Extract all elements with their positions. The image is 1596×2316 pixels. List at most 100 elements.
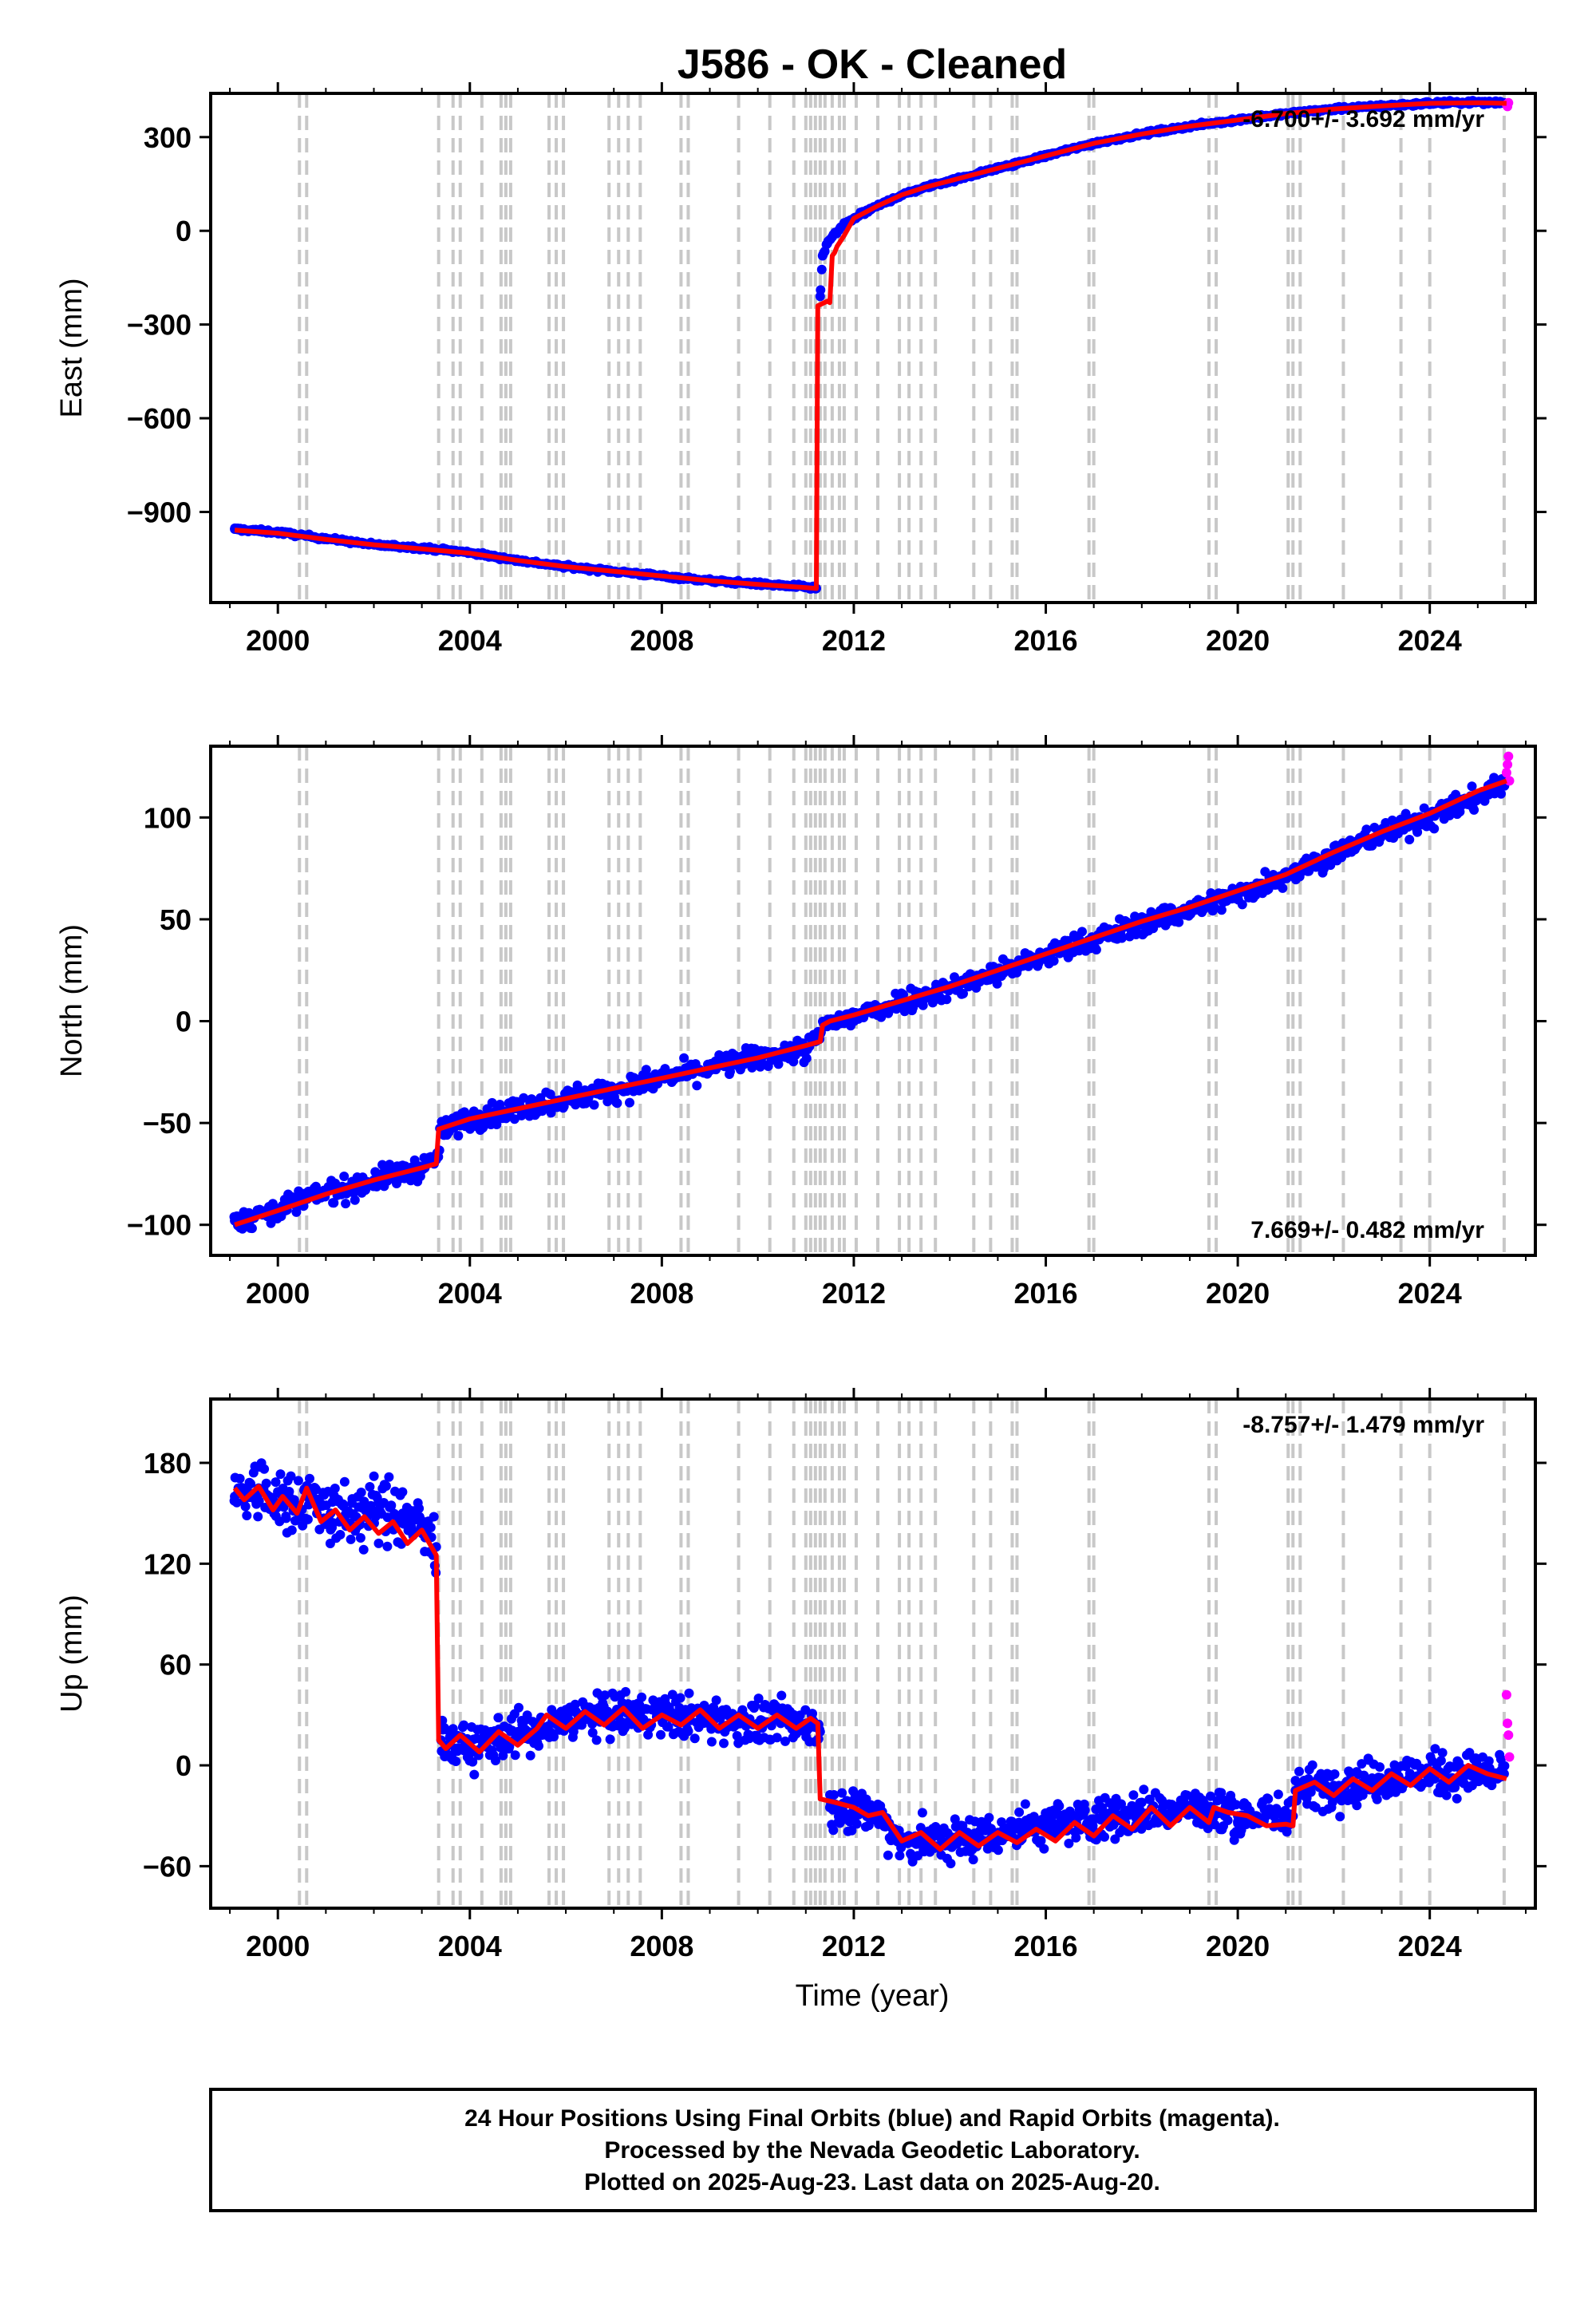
rapid-orbit-point xyxy=(1503,1730,1514,1741)
data-point xyxy=(1412,827,1423,837)
plot-area xyxy=(211,93,1535,603)
data-point xyxy=(589,1100,599,1110)
y-tick-label: −300 xyxy=(127,309,192,342)
y-tick-label: −900 xyxy=(127,496,192,528)
data-point xyxy=(1174,917,1184,927)
data-point xyxy=(1352,1800,1362,1811)
data-point xyxy=(625,1097,634,1108)
data-point xyxy=(780,1736,790,1746)
data-point xyxy=(350,1512,360,1522)
data-point xyxy=(1041,1819,1051,1829)
data-point xyxy=(570,1699,580,1709)
y-tick-label: 100 xyxy=(144,801,192,834)
rate-annotation: -8.757+/- 1.479 mm/yr xyxy=(1242,1412,1484,1438)
data-point xyxy=(468,1757,478,1767)
data-point xyxy=(510,1750,520,1761)
data-point xyxy=(498,1750,508,1761)
data-point xyxy=(1329,1769,1340,1779)
data-point xyxy=(298,1520,308,1531)
x-tick-label: 2000 xyxy=(246,1930,310,1962)
rapid-orbit-point xyxy=(1501,768,1511,778)
data-point xyxy=(950,1814,960,1824)
data-point xyxy=(1139,1784,1149,1795)
data-point xyxy=(453,1131,464,1141)
data-point xyxy=(1367,840,1377,851)
data-point xyxy=(512,1726,523,1737)
data-point xyxy=(386,1500,397,1511)
rate-annotation: -6.700+/- 3.692 mm/yr xyxy=(1242,106,1484,132)
x-tick-label: 2020 xyxy=(1206,1277,1270,1310)
data-point xyxy=(1062,935,1073,946)
data-point xyxy=(732,1731,742,1741)
data-point xyxy=(984,1812,994,1823)
x-tick-label: 2020 xyxy=(1206,1930,1270,1962)
data-point xyxy=(253,1512,263,1522)
x-tick-label: 2024 xyxy=(1398,1277,1462,1310)
data-point xyxy=(341,1199,351,1209)
data-point xyxy=(451,1757,461,1766)
data-point xyxy=(992,978,1002,989)
rapid-orbit-point xyxy=(1503,760,1513,769)
data-point xyxy=(1372,1794,1382,1804)
rapid-orbit-point xyxy=(1503,751,1514,761)
y-tick-label: 60 xyxy=(160,1649,192,1682)
model-line xyxy=(234,778,1507,1227)
data-point xyxy=(915,1823,926,1833)
y-tick-label: 0 xyxy=(176,215,192,247)
data-point xyxy=(242,1511,252,1520)
x-tick-label: 2004 xyxy=(438,624,502,657)
data-point xyxy=(1036,1836,1046,1846)
data-point xyxy=(1071,1832,1081,1843)
data-point xyxy=(246,1479,255,1489)
north-panel: 2000 2004 2008 2012 2016 2020 2024 −100 −50 0 50 10… xyxy=(55,735,1547,1310)
data-point xyxy=(1357,1759,1367,1769)
model-line xyxy=(234,100,1507,591)
data-point xyxy=(1375,1762,1385,1773)
data-point xyxy=(572,1080,583,1090)
data-point xyxy=(828,1825,839,1836)
x-tick-label: 2016 xyxy=(1013,1277,1077,1310)
data-point xyxy=(711,1695,721,1705)
data-point xyxy=(281,1513,291,1524)
data-point xyxy=(684,1688,694,1698)
data-point xyxy=(656,1729,666,1740)
data-point xyxy=(1467,781,1477,792)
data-point xyxy=(286,1525,297,1535)
data-point xyxy=(1429,824,1440,834)
rate-annotation: 7.669+/- 0.482 mm/yr xyxy=(1250,1217,1484,1243)
data-point xyxy=(621,1686,630,1697)
data-point xyxy=(719,1738,729,1749)
data-point xyxy=(706,1737,717,1747)
data-point xyxy=(1278,883,1288,893)
data-point xyxy=(822,238,832,248)
data-point xyxy=(1327,1797,1337,1808)
data-point xyxy=(1335,1812,1345,1822)
data-point xyxy=(247,1223,257,1234)
x-tick-label: 2016 xyxy=(1013,624,1077,657)
data-point xyxy=(459,1720,469,1730)
data-point xyxy=(591,1735,602,1745)
data-point xyxy=(330,1484,340,1493)
x-tick-label: 2000 xyxy=(246,1277,310,1310)
data-point xyxy=(1441,1790,1452,1800)
y-tick-label: 120 xyxy=(144,1547,192,1580)
data-point xyxy=(356,1488,366,1497)
caption-box xyxy=(209,2088,1537,2212)
data-point xyxy=(942,994,952,1005)
data-point xyxy=(1223,1816,1233,1825)
data-point xyxy=(414,1504,425,1514)
data-point xyxy=(808,1709,817,1719)
data-point xyxy=(772,1733,782,1743)
data-point xyxy=(1430,1744,1440,1754)
data-point xyxy=(365,1482,375,1492)
x-tick-label: 2012 xyxy=(822,1930,886,1962)
data-point xyxy=(968,1855,978,1865)
data-point xyxy=(1281,1811,1291,1821)
x-tick-label: 2008 xyxy=(630,1930,693,1962)
x-tick-label: 2008 xyxy=(630,1277,693,1310)
data-point xyxy=(381,1481,391,1491)
caption-line-1: 24 Hour Positions Using Final Orbits (bl… xyxy=(464,2105,1280,2132)
data-point xyxy=(335,1530,346,1539)
plot-frame xyxy=(209,1397,1537,1910)
data-point xyxy=(339,1476,350,1487)
